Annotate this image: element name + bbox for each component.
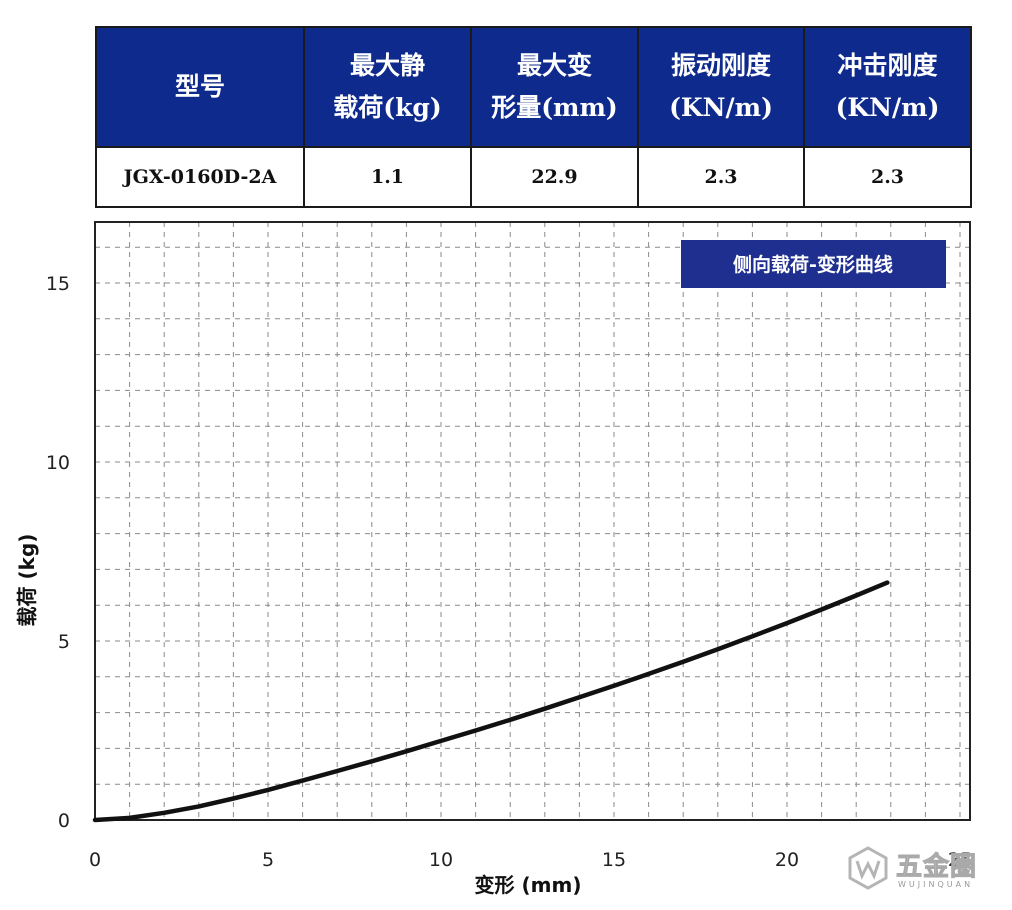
tick-labels: 0 5 10 15 20 25 0 5 10 15	[46, 273, 972, 871]
watermark-text: 五金圈	[895, 852, 978, 883]
grid	[95, 222, 970, 820]
cell-max-static-load: 1.1	[303, 146, 472, 208]
legend-box: 侧向载荷-变形曲线	[681, 240, 946, 288]
header-vibration-stiffness: 振动刚度 (KN/m)	[637, 26, 805, 148]
plot-frame	[94, 221, 971, 821]
spec-data-row: JGX-0160D-2A 1.1 22.9 2.3 2.3	[95, 146, 972, 208]
x-tick-label: 15	[602, 849, 626, 871]
header-max-static-load: 最大静 载荷(kg)	[303, 26, 472, 148]
x-axis-title: 变形 (mm)	[475, 873, 582, 897]
wujinquan-logo-icon	[848, 846, 888, 890]
watermark-subtext: WUJINQUAN	[898, 880, 974, 889]
spec-header-row: 型号 最大静 载荷(kg) 最大变 形量(mm) 振动刚度 (KN/m) 冲击刚…	[95, 26, 972, 148]
y-tick-label: 0	[58, 810, 70, 832]
series-line	[92, 580, 890, 823]
header-model: 型号	[95, 26, 305, 148]
x-tick-label: 5	[262, 849, 274, 871]
x-tick-label: 0	[89, 849, 101, 871]
cell-vibration-stiffness: 2.3	[637, 146, 805, 208]
cell-impact-stiffness: 2.3	[803, 146, 972, 208]
watermark-logo: 五金圈 WUJINQUAN	[846, 840, 996, 900]
legend-label: 侧向载荷-变形曲线	[733, 253, 893, 276]
y-tick-label: 5	[58, 631, 70, 653]
legend-background	[681, 240, 946, 288]
x-tick-label: 10	[429, 849, 453, 871]
header-impact-stiffness: 冲击刚度 (KN/m)	[803, 26, 972, 148]
x-tick-label: 20	[775, 849, 799, 871]
x-tick-label: 25	[948, 849, 972, 871]
header-max-deformation: 最大变 形量(mm)	[470, 26, 639, 148]
cell-model: JGX-0160D-2A	[95, 146, 305, 208]
spec-table: 型号 最大静 载荷(kg) 最大变 形量(mm) 振动刚度 (KN/m) 冲击刚…	[95, 26, 972, 208]
y-tick-label: 15	[46, 273, 70, 295]
y-tick-label: 10	[46, 452, 70, 474]
y-axis-title: 载荷 (kg)	[15, 534, 39, 627]
cell-max-deformation: 22.9	[470, 146, 639, 208]
